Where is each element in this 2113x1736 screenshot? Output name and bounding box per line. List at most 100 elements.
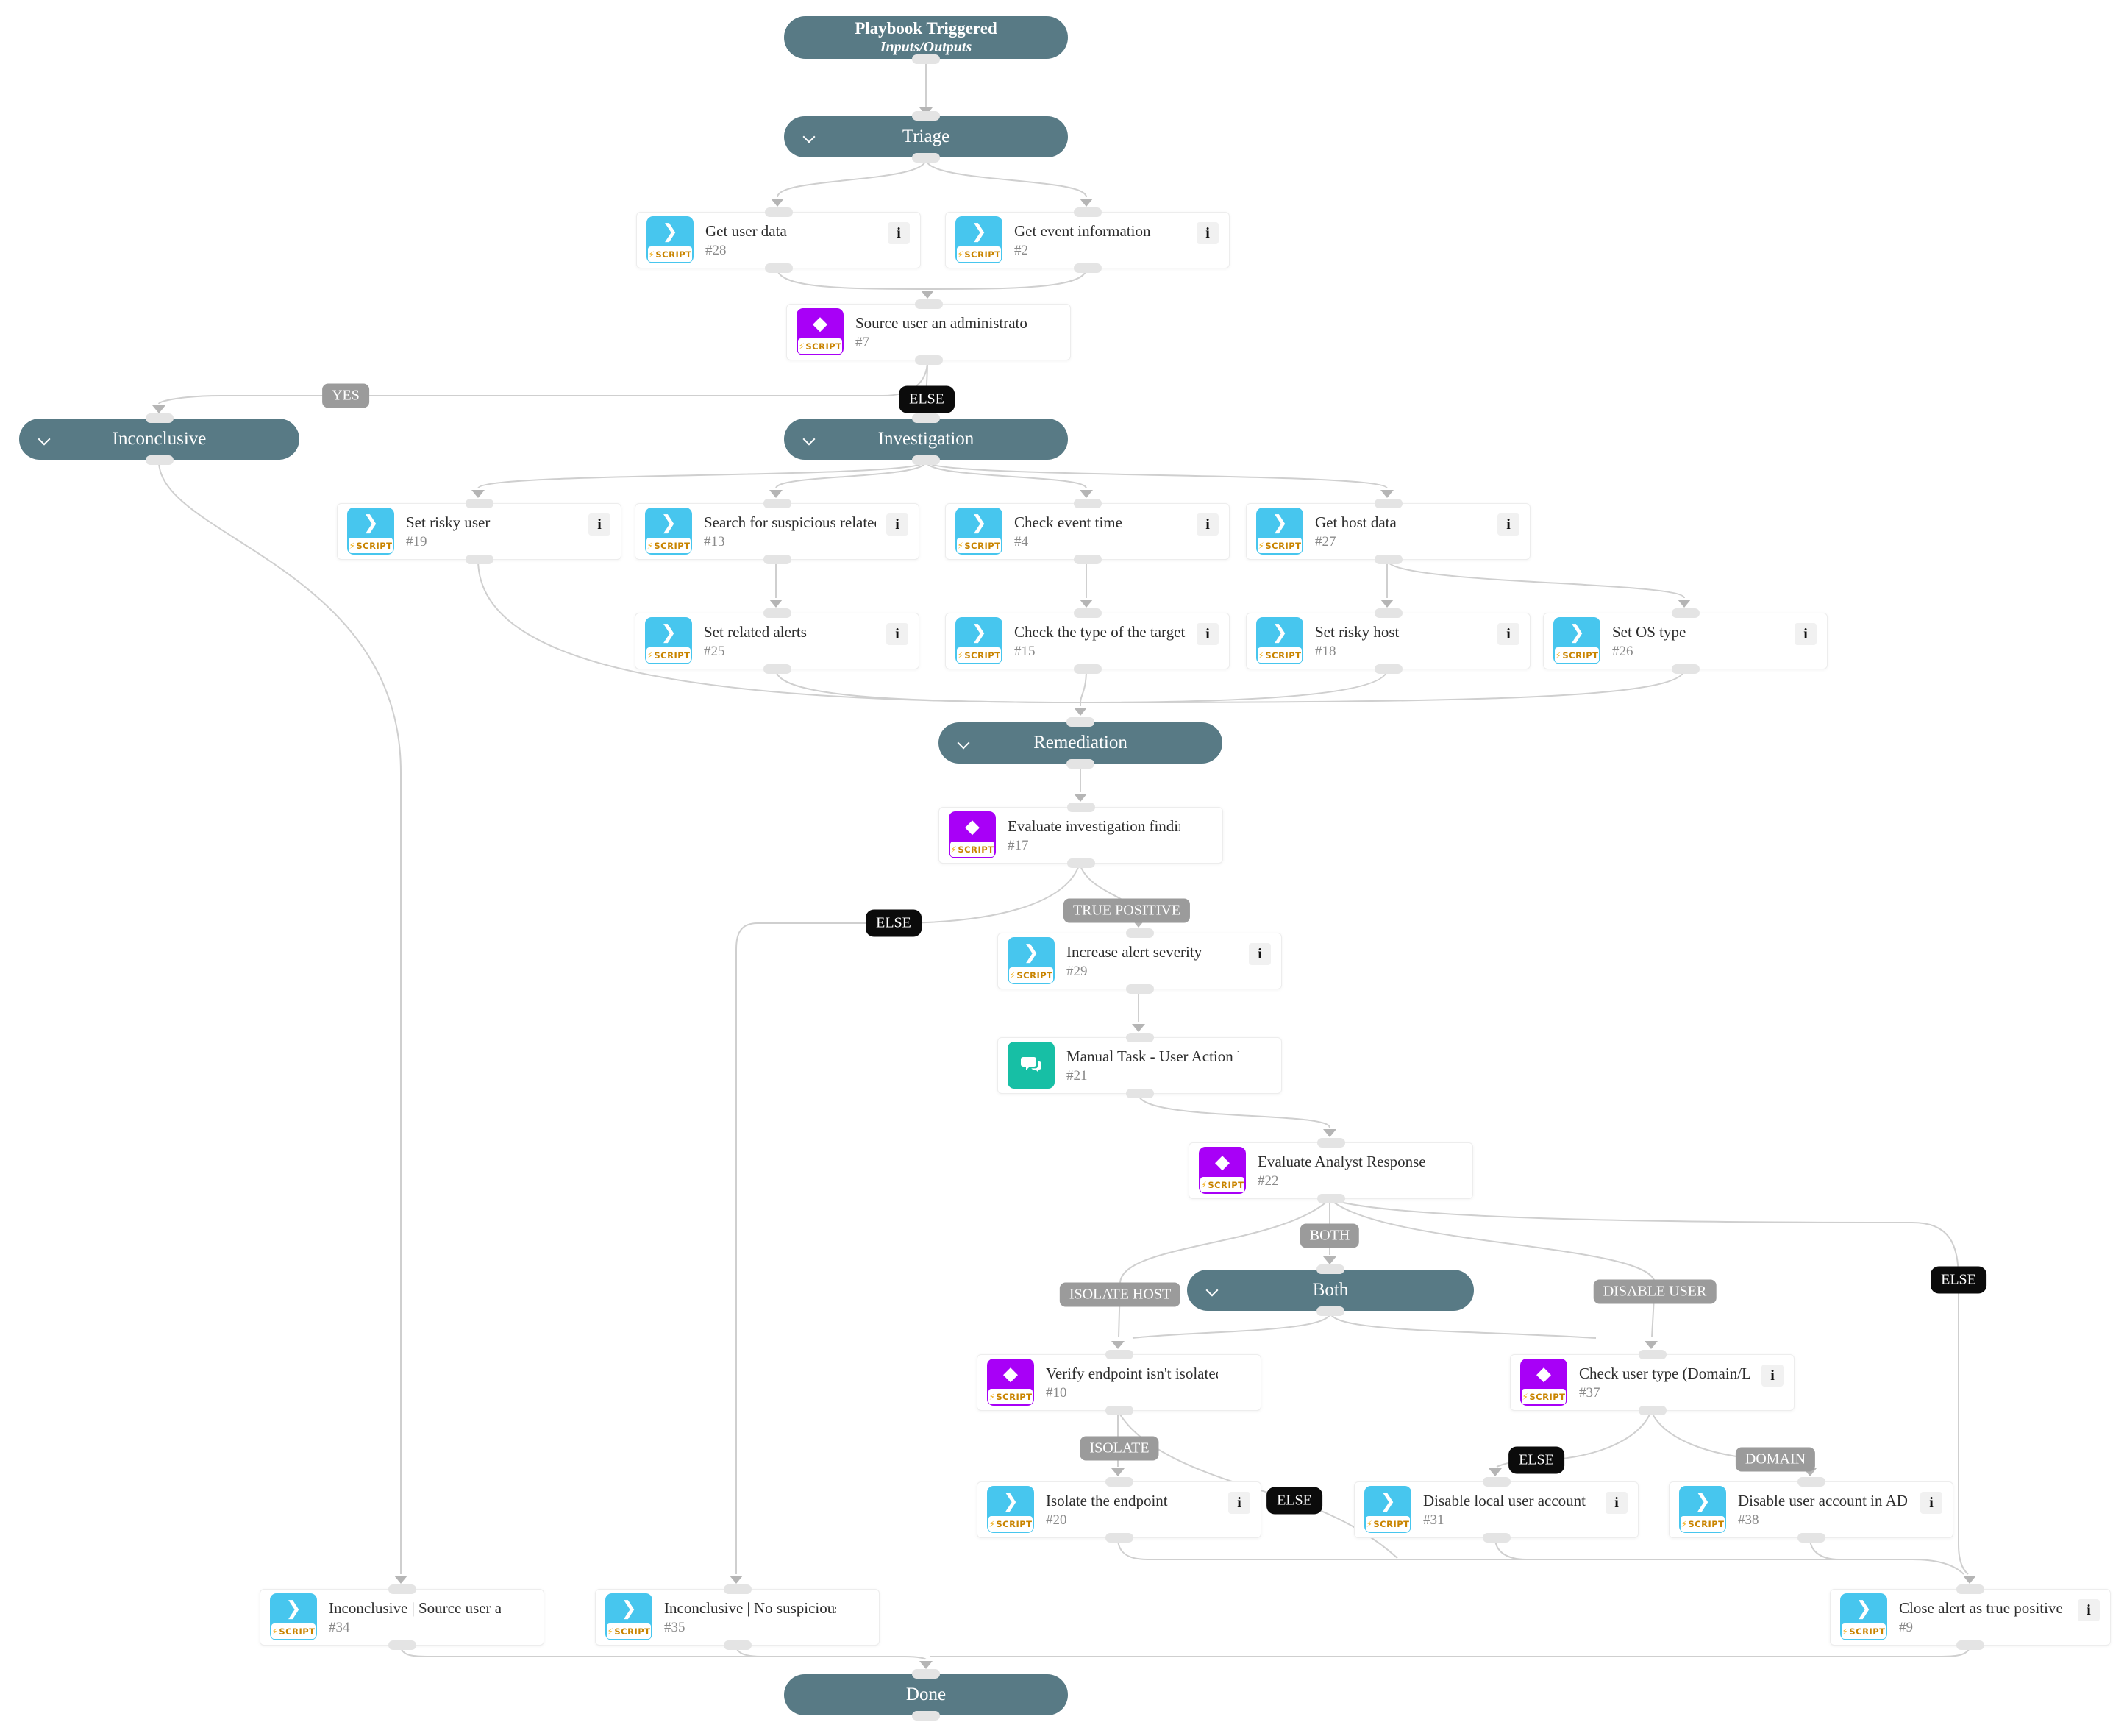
connector-stub bbox=[763, 555, 791, 564]
branch-label-else-5[interactable]: ELSE bbox=[1266, 1487, 1322, 1515]
task-get-user-data[interactable]: ❯ ⚡ SCRIPT Get user data #28 i bbox=[636, 207, 921, 273]
task-check-event-time[interactable]: ❯ ⚡ SCRIPT Check event time #4 i bbox=[945, 499, 1230, 564]
info-icon[interactable]: i bbox=[1497, 623, 1519, 645]
connector-stub bbox=[1482, 1533, 1511, 1543]
chevron-down-icon[interactable] bbox=[805, 435, 815, 445]
lightning-icon: ⚡ bbox=[957, 540, 964, 551]
script-task-icon: ❯ ⚡ SCRIPT bbox=[1840, 1593, 1887, 1640]
connector-stub bbox=[763, 499, 791, 508]
connector-stub bbox=[723, 1640, 752, 1650]
task-close-alert-true-positive[interactable]: ❯ ⚡ SCRIPT Close alert as true positive #… bbox=[1830, 1584, 2111, 1650]
branch-label-true-positive[interactable]: TRUE POSITIVE bbox=[1063, 898, 1191, 923]
connector-stub bbox=[912, 111, 940, 121]
branch-label-both[interactable]: BOTH bbox=[1300, 1223, 1360, 1248]
section-label: Inconclusive bbox=[112, 429, 207, 449]
branch-label-isolate[interactable]: ISOLATE bbox=[1080, 1436, 1159, 1461]
info-icon[interactable]: i bbox=[2078, 1599, 2100, 1621]
lightning-icon: ⚡ bbox=[988, 1518, 996, 1529]
info-icon[interactable]: i bbox=[1197, 513, 1219, 536]
branch-label-else-2[interactable]: ELSE bbox=[866, 909, 922, 937]
task-id: #31 bbox=[1423, 1512, 1444, 1528]
section-label: Done bbox=[905, 1685, 947, 1704]
task-set-os-type[interactable]: ❯ ⚡ SCRIPT Set OS type #26 i bbox=[1543, 608, 1828, 674]
task-title: Set related alerts bbox=[704, 623, 807, 641]
task-inconclusive-no-suspicious-evidence[interactable]: ❯ ⚡SCRIPT Inconclusive | No suspicious e… bbox=[595, 1584, 880, 1650]
info-icon[interactable]: i bbox=[1606, 1492, 1628, 1514]
connector-stub bbox=[912, 455, 940, 465]
connector-stub bbox=[1797, 1477, 1825, 1487]
script-task-icon: ❯ ⚡ SCRIPT bbox=[347, 508, 394, 555]
branch-label-else-3[interactable]: ELSE bbox=[1931, 1266, 1986, 1294]
info-icon[interactable]: i bbox=[888, 222, 910, 244]
section-both[interactable]: Both bbox=[1187, 1264, 1474, 1316]
task-title: Search for suspicious related alerts bbox=[704, 513, 876, 531]
diamond-icon: ◆ bbox=[965, 816, 980, 838]
connector-stub bbox=[1105, 1406, 1133, 1415]
branch-label-isolate-host[interactable]: ISOLATE HOST bbox=[1059, 1282, 1181, 1307]
lightning-icon: ⚡ bbox=[1200, 1179, 1208, 1190]
info-icon[interactable]: i bbox=[1795, 623, 1817, 645]
task-get-host-data[interactable]: ❯ ⚡ SCRIPT Get host data #27 i bbox=[1246, 499, 1531, 564]
info-icon[interactable]: i bbox=[1920, 1492, 1942, 1514]
task-search-suspicious-alerts[interactable]: ❯ ⚡SCRIPT Search for suspicious related … bbox=[635, 499, 919, 564]
diamond-icon: ◆ bbox=[1003, 1363, 1018, 1385]
task-id: #35 bbox=[664, 1620, 685, 1635]
info-icon[interactable]: i bbox=[1761, 1365, 1784, 1387]
branch-label-yes[interactable]: YES bbox=[322, 383, 369, 408]
condition-verify-endpoint-not-isolated[interactable]: ◆ ⚡SCRIPT Verify endpoint isn't isolated… bbox=[977, 1350, 1261, 1415]
info-icon[interactable]: i bbox=[1497, 513, 1519, 536]
lightning-icon: ⚡ bbox=[648, 249, 655, 260]
lightning-icon: ⚡ bbox=[646, 540, 654, 551]
task-increase-alert-severity[interactable]: ❯ ⚡ SCRIPT Increase alert severity #29 i bbox=[997, 928, 1282, 994]
condition-source-user-administrator[interactable]: ◆ ⚡SCRIPT Source user an administrator a… bbox=[786, 299, 1071, 365]
task-set-risky-host[interactable]: ❯ ⚡ SCRIPT Set risky host #18 i bbox=[1246, 608, 1531, 674]
info-icon[interactable]: i bbox=[1249, 943, 1271, 965]
condition-evaluate-investigation-findings[interactable]: ◆ ⚡SCRIPT Evaluate investigation finding… bbox=[938, 803, 1223, 868]
section-triage[interactable]: Triage bbox=[784, 111, 1068, 163]
manual-task-user-action-decision[interactable]: Manual Task - User Action Decision #21 bbox=[997, 1033, 1282, 1098]
task-title: Check event time bbox=[1014, 513, 1122, 531]
condition-task-icon: ◆ ⚡ SCRIPT bbox=[1199, 1147, 1246, 1194]
info-icon[interactable]: i bbox=[1197, 222, 1219, 244]
script-badge: ⚡ SCRIPT bbox=[950, 842, 994, 857]
info-icon[interactable]: i bbox=[588, 513, 610, 536]
info-icon[interactable]: i bbox=[886, 513, 908, 536]
connector-stub bbox=[1316, 1194, 1345, 1203]
script-badge: ⚡ SCRIPT bbox=[1842, 1623, 1886, 1639]
branch-label-domain[interactable]: DOMAIN bbox=[1735, 1447, 1816, 1472]
start-node-playbook-triggered[interactable]: Playbook Triggered Inputs/Outputs bbox=[784, 16, 1068, 64]
condition-check-user-type[interactable]: ◆ ⚡SCRIPT Check user type (Domain/Local)… bbox=[1510, 1350, 1795, 1415]
section-done[interactable]: Done bbox=[784, 1669, 1068, 1721]
task-id: #38 bbox=[1738, 1512, 1759, 1528]
branch-label-disable-user[interactable]: DISABLE USER bbox=[1593, 1279, 1717, 1304]
task-set-risky-user[interactable]: ❯ ⚡ SCRIPT Set risky user #19 i bbox=[337, 499, 621, 564]
lightning-icon: ⚡ bbox=[1258, 540, 1265, 551]
lightning-icon: ⚡ bbox=[1366, 1518, 1373, 1529]
chevron-down-icon[interactable] bbox=[40, 435, 50, 445]
connector-stub bbox=[1797, 1533, 1825, 1543]
connector-stub bbox=[763, 664, 791, 674]
chevron-down-icon[interactable] bbox=[805, 132, 815, 143]
task-disable-local-user-account[interactable]: ❯ ⚡ SCRIPT Disable local user account #31… bbox=[1354, 1477, 1639, 1543]
condition-evaluate-analyst-response[interactable]: ◆ ⚡ SCRIPT Evaluate Analyst Response #22 bbox=[1189, 1138, 1473, 1203]
connector-stub bbox=[723, 1584, 752, 1594]
task-isolate-endpoint[interactable]: ❯ ⚡ SCRIPT Isolate the endpoint #20 i bbox=[977, 1477, 1261, 1543]
section-investigation[interactable]: Investigation bbox=[784, 413, 1068, 465]
section-remediation[interactable]: Remediation bbox=[938, 717, 1222, 769]
script-task-icon: ❯ ⚡ SCRIPT bbox=[1364, 1486, 1411, 1533]
task-inconclusive-source-user-admin[interactable]: ❯ ⚡SCRIPT Inconclusive | Source user an … bbox=[260, 1584, 544, 1650]
task-check-target-user-type[interactable]: ❯ ⚡SCRIPT Check the type of the target u… bbox=[945, 608, 1230, 674]
task-set-related-alerts[interactable]: ❯ ⚡ SCRIPT Set related alerts #25 i bbox=[635, 608, 919, 674]
info-icon[interactable]: i bbox=[1197, 623, 1219, 645]
task-get-event-information[interactable]: ❯ ⚡ SCRIPT Get event information #2 i bbox=[945, 207, 1230, 273]
chevron-down-icon[interactable] bbox=[959, 739, 969, 749]
chevron-down-icon[interactable] bbox=[1208, 1286, 1218, 1296]
script-task-icon: ❯ ⚡ SCRIPT bbox=[605, 1593, 652, 1640]
info-icon[interactable]: i bbox=[1228, 1492, 1250, 1514]
branch-label-else-1[interactable]: ELSE bbox=[899, 385, 955, 413]
section-inconclusive[interactable]: Inconclusive bbox=[19, 413, 299, 465]
branch-label-else-4[interactable]: ELSE bbox=[1508, 1446, 1564, 1474]
script-badge: ⚡ SCRIPT bbox=[957, 538, 1001, 553]
task-disable-user-account-ad[interactable]: ❯ ⚡ SCRIPT Disable user account in AD #38… bbox=[1669, 1477, 1953, 1543]
info-icon[interactable]: i bbox=[886, 623, 908, 645]
